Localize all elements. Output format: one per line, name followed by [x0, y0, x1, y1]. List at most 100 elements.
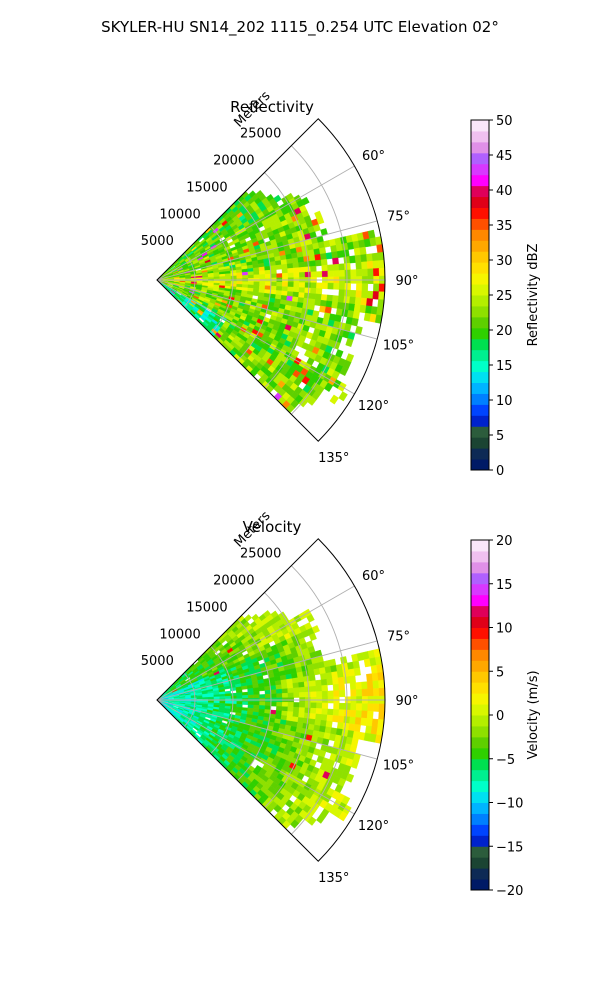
colorbar-swatch — [471, 671, 489, 683]
radar-cell — [355, 710, 363, 719]
radar-cell — [337, 295, 345, 304]
colorbar-swatch — [471, 846, 489, 858]
radar-cell — [332, 683, 340, 691]
radar-cell — [337, 715, 345, 724]
radar-cell — [316, 702, 323, 709]
colorbar-swatch — [471, 316, 489, 329]
radar-cell — [332, 709, 340, 717]
radar-cell — [321, 684, 328, 692]
colorbar-swatch — [471, 857, 489, 869]
radar-cell — [282, 281, 289, 288]
radial-tick-label: 20000 — [213, 574, 254, 589]
radar-cell — [326, 678, 334, 686]
colorbar-tick-label: 50 — [496, 114, 513, 129]
radar-cell — [287, 286, 294, 293]
radar-cell — [349, 296, 356, 305]
colorbar-tick-label: 40 — [496, 184, 513, 199]
radar-cell — [270, 273, 277, 279]
radar-cell — [276, 286, 283, 292]
radar-cell — [325, 300, 333, 308]
radar-cell — [298, 686, 306, 693]
radar-cell — [361, 261, 368, 270]
radar-cell — [287, 267, 294, 274]
radar-cell — [304, 287, 311, 294]
radar-cell — [359, 246, 367, 256]
radar-cell — [310, 282, 317, 289]
radar-cell — [304, 266, 311, 273]
colorbar-tick-label: −5 — [496, 753, 515, 768]
radar-cell — [298, 261, 305, 268]
radar-cell — [372, 291, 380, 300]
colorbar-swatch — [471, 284, 489, 296]
colorbar-swatch — [471, 262, 489, 274]
radar-cell — [307, 396, 317, 406]
colorbar-swatch — [471, 459, 489, 471]
radar-cell — [299, 692, 306, 698]
colorbar-swatch — [471, 229, 489, 241]
radar-cell — [327, 708, 334, 716]
colorbar-label: Reflectivity dBZ — [526, 244, 541, 347]
radar-cell — [281, 263, 288, 270]
radar-cell — [321, 264, 328, 272]
radar-cell — [286, 263, 294, 269]
radar-cell — [333, 702, 340, 710]
radar-cell — [366, 290, 374, 300]
colorbar-swatch — [471, 561, 489, 574]
radar-cell — [354, 297, 362, 306]
radar-cell — [349, 675, 356, 684]
radar-cell — [310, 707, 317, 715]
radar-cell — [325, 672, 333, 680]
colorbar-swatch — [471, 868, 489, 880]
azimuth-gridline — [156, 279, 355, 395]
radar-cell — [373, 688, 380, 697]
radar-cell — [264, 265, 271, 271]
colorbar-swatch — [471, 725, 489, 738]
colorbar-swatch — [471, 605, 489, 618]
colorbar-swatch — [471, 540, 489, 552]
radar-cell — [378, 679, 385, 689]
radar-cell — [327, 264, 334, 272]
radial-tick-label: 10000 — [159, 627, 200, 642]
radar-cell — [292, 291, 300, 298]
colorbar-swatch — [471, 382, 489, 394]
radar-cell — [349, 682, 357, 691]
radial-tick-label: 5000 — [141, 654, 174, 669]
radar-cell — [350, 759, 359, 769]
radar-cell — [208, 696, 215, 700]
radar-cell — [378, 703, 386, 713]
colorbar-swatch — [471, 550, 489, 563]
radar-cell — [332, 715, 339, 723]
radar-cell — [366, 260, 374, 270]
radar-cell — [297, 676, 305, 683]
radar-cell — [247, 274, 255, 279]
radar-cell — [349, 716, 356, 725]
angle-tick-label: 135° — [318, 871, 349, 886]
azimuth-gridline — [156, 585, 355, 701]
radar-cell — [343, 676, 351, 684]
colorbar-swatch — [471, 583, 489, 596]
radar-cell — [264, 693, 272, 699]
radar-cell — [281, 706, 289, 712]
radar-cell — [213, 276, 220, 280]
colorbar-swatch — [471, 218, 489, 230]
radar-cell — [327, 282, 334, 290]
radar-cell — [353, 724, 361, 733]
radar-cell — [338, 391, 348, 402]
radar-cell — [276, 701, 283, 707]
radar-cell — [303, 261, 311, 268]
radar-cell — [316, 814, 326, 824]
radar-cell — [264, 685, 271, 691]
radar-cell — [287, 272, 294, 278]
colorbar-swatch — [471, 616, 489, 628]
angle-tick-label: 105° — [383, 339, 414, 354]
radar-cell — [314, 719, 322, 727]
radar-cell — [264, 705, 272, 711]
radar-cell — [241, 271, 249, 276]
radial-tick-label: 5000 — [141, 234, 174, 249]
radar-cell — [371, 252, 379, 262]
radar-cell — [299, 282, 306, 288]
radar-cell — [298, 712, 305, 719]
radar-cell — [290, 819, 300, 829]
radar-cell — [336, 250, 344, 258]
radar-cell — [310, 271, 317, 278]
